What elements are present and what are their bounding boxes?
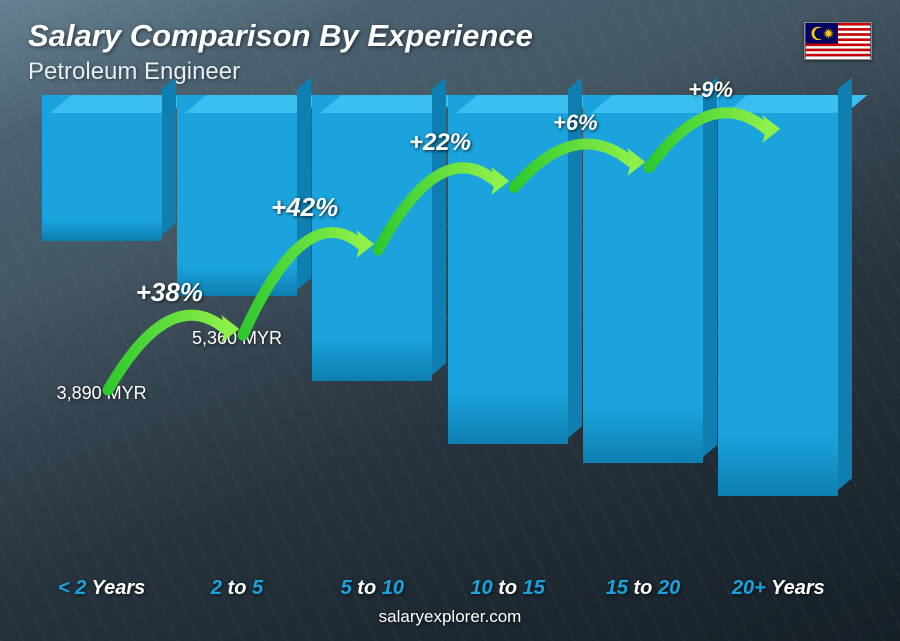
increase-label: +38% (136, 277, 203, 308)
increase-label: +6% (553, 110, 598, 136)
footer-attribution: salaryexplorer.com (379, 607, 522, 627)
page-title: Salary Comparison By Experience (28, 18, 533, 54)
increase-arrow: +22% (372, 147, 507, 270)
header: Salary Comparison By Experience Petroleu… (28, 18, 533, 86)
bar-chart: 3,890 MYR < 2 Years5,360 MYR 2 to 57,630… (40, 95, 840, 566)
increase-label: +9% (688, 77, 733, 103)
bar-x-label: < 2 Years (58, 577, 145, 600)
increase-arrow: +38% (102, 295, 237, 410)
increase-arrow: +6% (508, 128, 643, 207)
flag-icon (804, 22, 872, 60)
bar-x-label: 20+ Years (732, 577, 825, 600)
page-subtitle: Petroleum Engineer (28, 58, 533, 86)
increase-label: +22% (409, 129, 471, 157)
increase-label: +42% (271, 192, 338, 223)
bar (42, 95, 162, 241)
infographic-container: Salary Comparison By Experience Petroleu… (0, 0, 900, 641)
bar-x-label: 5 to 10 (341, 577, 404, 600)
bar-x-label: 10 to 15 (470, 577, 545, 600)
increase-arrow: +9% (643, 95, 778, 188)
bar-x-label: 15 to 20 (606, 577, 681, 600)
increase-arrow: +42% (237, 210, 372, 355)
bar-x-label: 2 to 5 (211, 577, 263, 600)
